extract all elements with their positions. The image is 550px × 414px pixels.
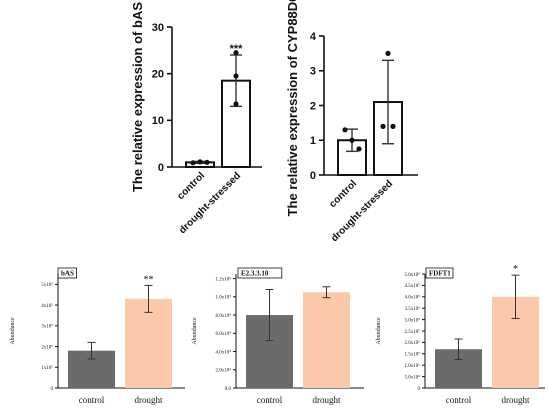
y-tick-label: 1.0x10⁵ — [405, 363, 421, 369]
y-tick-label: 30 — [152, 22, 164, 34]
data-point — [356, 146, 362, 152]
significance-label: *** — [230, 43, 244, 55]
y-tick-label: 6.0x10⁴ — [216, 331, 232, 337]
x-tick-label: drought — [313, 395, 341, 405]
y-tick-label: 1 — [310, 135, 316, 147]
y-tick-label: 4.0x10⁵ — [405, 295, 421, 301]
chart-panel-2: 0 1 2 3 4 The relative expression of CYP88D6 c… — [285, 0, 418, 244]
y-axis-title: Abundance — [376, 317, 382, 345]
panel-gene-box — [425, 267, 454, 279]
data-point — [342, 127, 348, 133]
y-tick-label: 0 — [51, 387, 54, 392]
panel-gene-label: FDFT1 — [429, 270, 451, 278]
x-tick-label: drought-stressed — [177, 170, 243, 236]
bar — [303, 292, 350, 388]
x-tick-label: control — [79, 395, 105, 405]
panel-gene-label: bAS — [61, 270, 74, 278]
y-tick-label: 10 — [152, 115, 164, 127]
y-tick-label: 1.2x10⁵ — [216, 276, 232, 282]
y-tick-label: 1.0x10⁵ — [216, 295, 232, 301]
significance-label: ** — [144, 274, 154, 285]
y-tick-label: 0.0 — [225, 387, 232, 392]
y-axis-title: The relative expression of bAS — [130, 2, 145, 192]
y-tick-label: 2.0x10⁴ — [216, 368, 232, 374]
y-tick-label: 3.0x10⁵ — [405, 317, 421, 323]
y-tick-label: 0 — [310, 170, 316, 182]
data-point — [233, 101, 239, 107]
y-tick-label: 2 — [310, 100, 316, 112]
y-tick-label: 2.5x10⁵ — [405, 329, 421, 335]
y-tick-label: 5x10⁵ — [41, 282, 53, 288]
y-tick-label: 0 — [158, 162, 164, 174]
y-tick-label: 4.0x10⁴ — [216, 349, 232, 355]
data-point — [385, 50, 391, 56]
data-point — [390, 123, 396, 129]
y-tick-label: 0 — [418, 387, 421, 392]
significance-label: * — [513, 264, 518, 275]
data-point — [349, 137, 355, 143]
y-tick-label: 5.0x10⁵ — [405, 272, 421, 278]
panel-gene-box — [57, 267, 78, 279]
chart-panel-5: 0 5.0x10⁴ 1.0x10⁵ 1.5x10⁵ 2.0x10⁵ 2.5x10⁵ 3.0x… — [376, 264, 545, 405]
x-tick-label: drought-stressed — [329, 178, 395, 244]
y-tick-label: 4.5x10⁵ — [405, 283, 421, 289]
chart-panel-4: 0.0 2.0x10⁴ 4.0x10⁴ 6.0x10⁴ 8.0x10⁴ 1.0x10⁵ 1.… — [192, 267, 364, 405]
y-tick-label: 3 — [310, 66, 316, 78]
data-point — [197, 159, 203, 165]
data-point — [233, 50, 239, 56]
y-tick-label: 4 — [310, 31, 317, 43]
x-tick-label: drought — [502, 395, 530, 405]
x-tick-label: drought — [135, 395, 163, 405]
chart-panel-3: 0 1x10⁵ 2x10⁵ 3x10⁵ 4x10⁵ 5x10⁵ Abundance contr… — [10, 267, 185, 405]
y-tick-label: 3x10⁵ — [41, 324, 53, 330]
bar — [125, 298, 172, 388]
panel-gene-label: E2.3.3.10 — [241, 270, 269, 278]
x-tick-label: control — [175, 170, 207, 202]
y-tick-label: 2x10⁵ — [41, 344, 53, 350]
data-point — [190, 160, 196, 166]
y-tick-label: 20 — [152, 69, 164, 81]
data-point — [380, 123, 386, 129]
y-tick-label: 1.5x10⁵ — [405, 352, 421, 358]
panel-gene-box — [237, 267, 283, 279]
y-axis-title: The relative expression of CYP88D6 — [285, 0, 300, 216]
x-tick-label: control — [327, 178, 359, 210]
y-tick-label: 8.0x10⁴ — [216, 313, 232, 319]
y-tick-label: 3.5x10⁵ — [405, 306, 421, 312]
x-tick-label: control — [257, 395, 283, 405]
y-tick-label: 2.0x10⁵ — [405, 340, 421, 346]
y-axis-title: Abundance — [10, 317, 16, 345]
y-axis-title: Abundance — [192, 317, 198, 345]
data-point — [233, 73, 239, 79]
y-tick-label: 4x10⁵ — [41, 303, 53, 309]
y-tick-label: 1x10⁵ — [41, 365, 53, 371]
x-tick-label: control — [446, 395, 472, 405]
data-point — [204, 159, 210, 165]
chart-panel-1: 0 10 20 30 The relative expression of bAS con… — [130, 2, 262, 236]
y-tick-label: 5.0x10⁴ — [405, 374, 421, 380]
